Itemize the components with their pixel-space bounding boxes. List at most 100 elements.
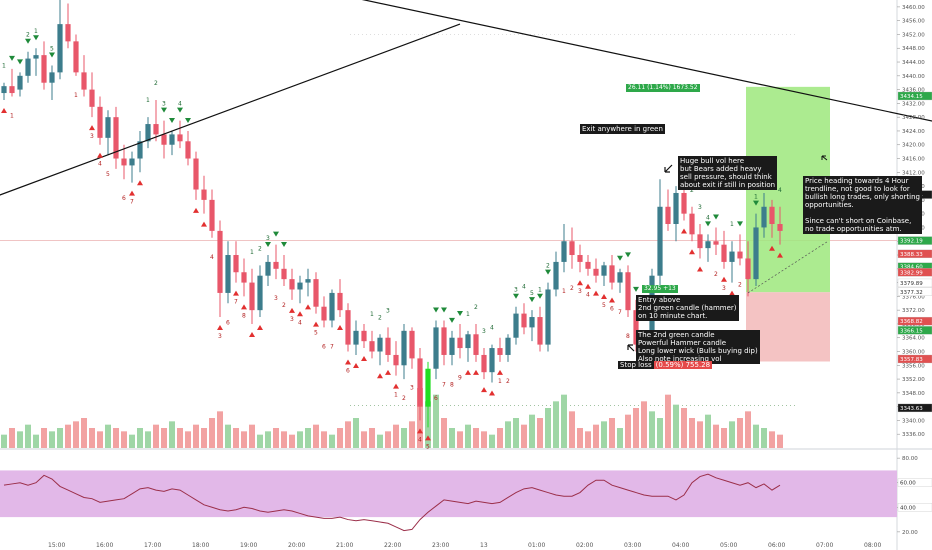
candle-body[interactable] — [593, 268, 599, 276]
candle-body[interactable] — [689, 213, 695, 235]
candle-body[interactable] — [481, 354, 487, 373]
candle-body[interactable] — [385, 337, 391, 355]
candle-body[interactable] — [17, 75, 23, 90]
candle-body[interactable] — [729, 251, 735, 262]
candle-body[interactable] — [393, 354, 399, 366]
candle-body[interactable] — [697, 234, 703, 249]
candle-body[interactable] — [401, 330, 407, 366]
candle-body[interactable] — [321, 306, 327, 321]
candle-body[interactable] — [529, 317, 535, 328]
candle-body[interactable] — [49, 72, 55, 83]
candle-body[interactable] — [129, 158, 135, 166]
candle-body[interactable] — [745, 258, 751, 280]
candle-body[interactable] — [105, 117, 111, 138]
candle-body[interactable] — [585, 261, 591, 269]
candle-body[interactable] — [777, 224, 783, 231]
candle-body[interactable] — [353, 330, 359, 345]
candle-body[interactable] — [193, 158, 199, 190]
candle-body[interactable] — [97, 106, 103, 138]
candle-body[interactable] — [681, 192, 687, 214]
candle-body[interactable] — [417, 358, 423, 407]
candle-body[interactable] — [601, 265, 607, 276]
candle-body[interactable] — [313, 279, 319, 307]
candle-body[interactable] — [721, 244, 727, 262]
candle-body[interactable] — [761, 206, 767, 228]
candle-body[interactable] — [9, 86, 15, 94]
candle-body[interactable] — [753, 227, 759, 280]
trendline-2[interactable] — [300, 0, 932, 162]
candle-body[interactable] — [297, 282, 303, 290]
candle-body[interactable] — [281, 268, 287, 280]
candle-body[interactable] — [201, 189, 207, 200]
candle-body[interactable] — [113, 117, 119, 159]
candle-body[interactable] — [257, 275, 263, 311]
candle-body[interactable] — [177, 134, 183, 142]
candle-body[interactable] — [73, 41, 79, 73]
candle-body[interactable] — [433, 327, 439, 369]
candle-body[interactable] — [217, 230, 223, 293]
candle-body[interactable] — [81, 72, 87, 90]
candle-body[interactable] — [233, 255, 239, 273]
candle-body[interactable] — [25, 58, 31, 76]
candle-body[interactable] — [473, 334, 479, 355]
candle-body[interactable] — [153, 124, 159, 135]
candle-body[interactable] — [209, 199, 215, 231]
candle-body[interactable] — [329, 292, 335, 321]
candle-body[interactable] — [465, 334, 471, 349]
candle-body[interactable] — [161, 134, 167, 145]
candle-body[interactable] — [625, 272, 631, 311]
candle-body[interactable] — [449, 337, 455, 355]
candle-body[interactable] — [361, 330, 367, 342]
candle-body[interactable] — [409, 330, 415, 359]
candle-body[interactable] — [169, 134, 175, 145]
candle-body[interactable] — [609, 265, 615, 283]
candle-body[interactable] — [145, 124, 151, 142]
candle-body[interactable] — [497, 348, 503, 355]
candle-body[interactable] — [769, 206, 775, 224]
candle-body[interactable] — [737, 251, 743, 259]
candle-body[interactable] — [505, 337, 511, 355]
candle-body[interactable] — [617, 272, 623, 283]
candle-body[interactable] — [657, 206, 663, 276]
candle-body[interactable] — [713, 241, 719, 245]
candle-body[interactable] — [185, 141, 191, 159]
candle-body[interactable] — [441, 327, 447, 355]
candle-body[interactable] — [553, 261, 559, 290]
candle-body[interactable] — [369, 341, 375, 352]
candle-body[interactable] — [241, 272, 247, 283]
candle-body[interactable] — [137, 141, 143, 159]
candle-body[interactable] — [561, 241, 567, 262]
candle-body[interactable] — [265, 261, 271, 276]
trendline-1[interactable] — [0, 23, 461, 196]
candle-body[interactable] — [249, 282, 255, 311]
x-tick-label: 07:00 — [816, 542, 833, 549]
candle-body[interactable] — [425, 368, 431, 407]
candle-body[interactable] — [225, 255, 231, 293]
candle-body[interactable] — [289, 279, 295, 290]
candle-body[interactable] — [705, 241, 711, 249]
candle-body[interactable] — [665, 206, 671, 224]
candle-body[interactable] — [345, 310, 351, 345]
candle-body[interactable] — [337, 292, 343, 311]
candle-body[interactable] — [521, 313, 527, 328]
candle-body[interactable] — [569, 241, 575, 256]
candle-body[interactable] — [489, 348, 495, 373]
candle-body[interactable] — [305, 279, 311, 283]
candle-body[interactable] — [577, 255, 583, 262]
candle-body[interactable] — [65, 24, 71, 42]
candle-body[interactable] — [377, 337, 383, 352]
candle-body[interactable] — [673, 192, 679, 224]
candle-body[interactable] — [537, 317, 543, 345]
candle-body[interactable] — [633, 310, 639, 345]
candle-body[interactable] — [1, 86, 7, 94]
candle-body[interactable] — [33, 55, 39, 59]
candle-body[interactable] — [89, 89, 95, 107]
candle-body[interactable] — [457, 337, 463, 349]
candle-body[interactable] — [513, 313, 519, 338]
candle-body[interactable] — [41, 55, 47, 83]
candle-body[interactable] — [57, 24, 63, 73]
candle-body[interactable] — [545, 289, 551, 345]
candle-body[interactable] — [273, 261, 279, 269]
candle-body[interactable] — [121, 158, 127, 166]
